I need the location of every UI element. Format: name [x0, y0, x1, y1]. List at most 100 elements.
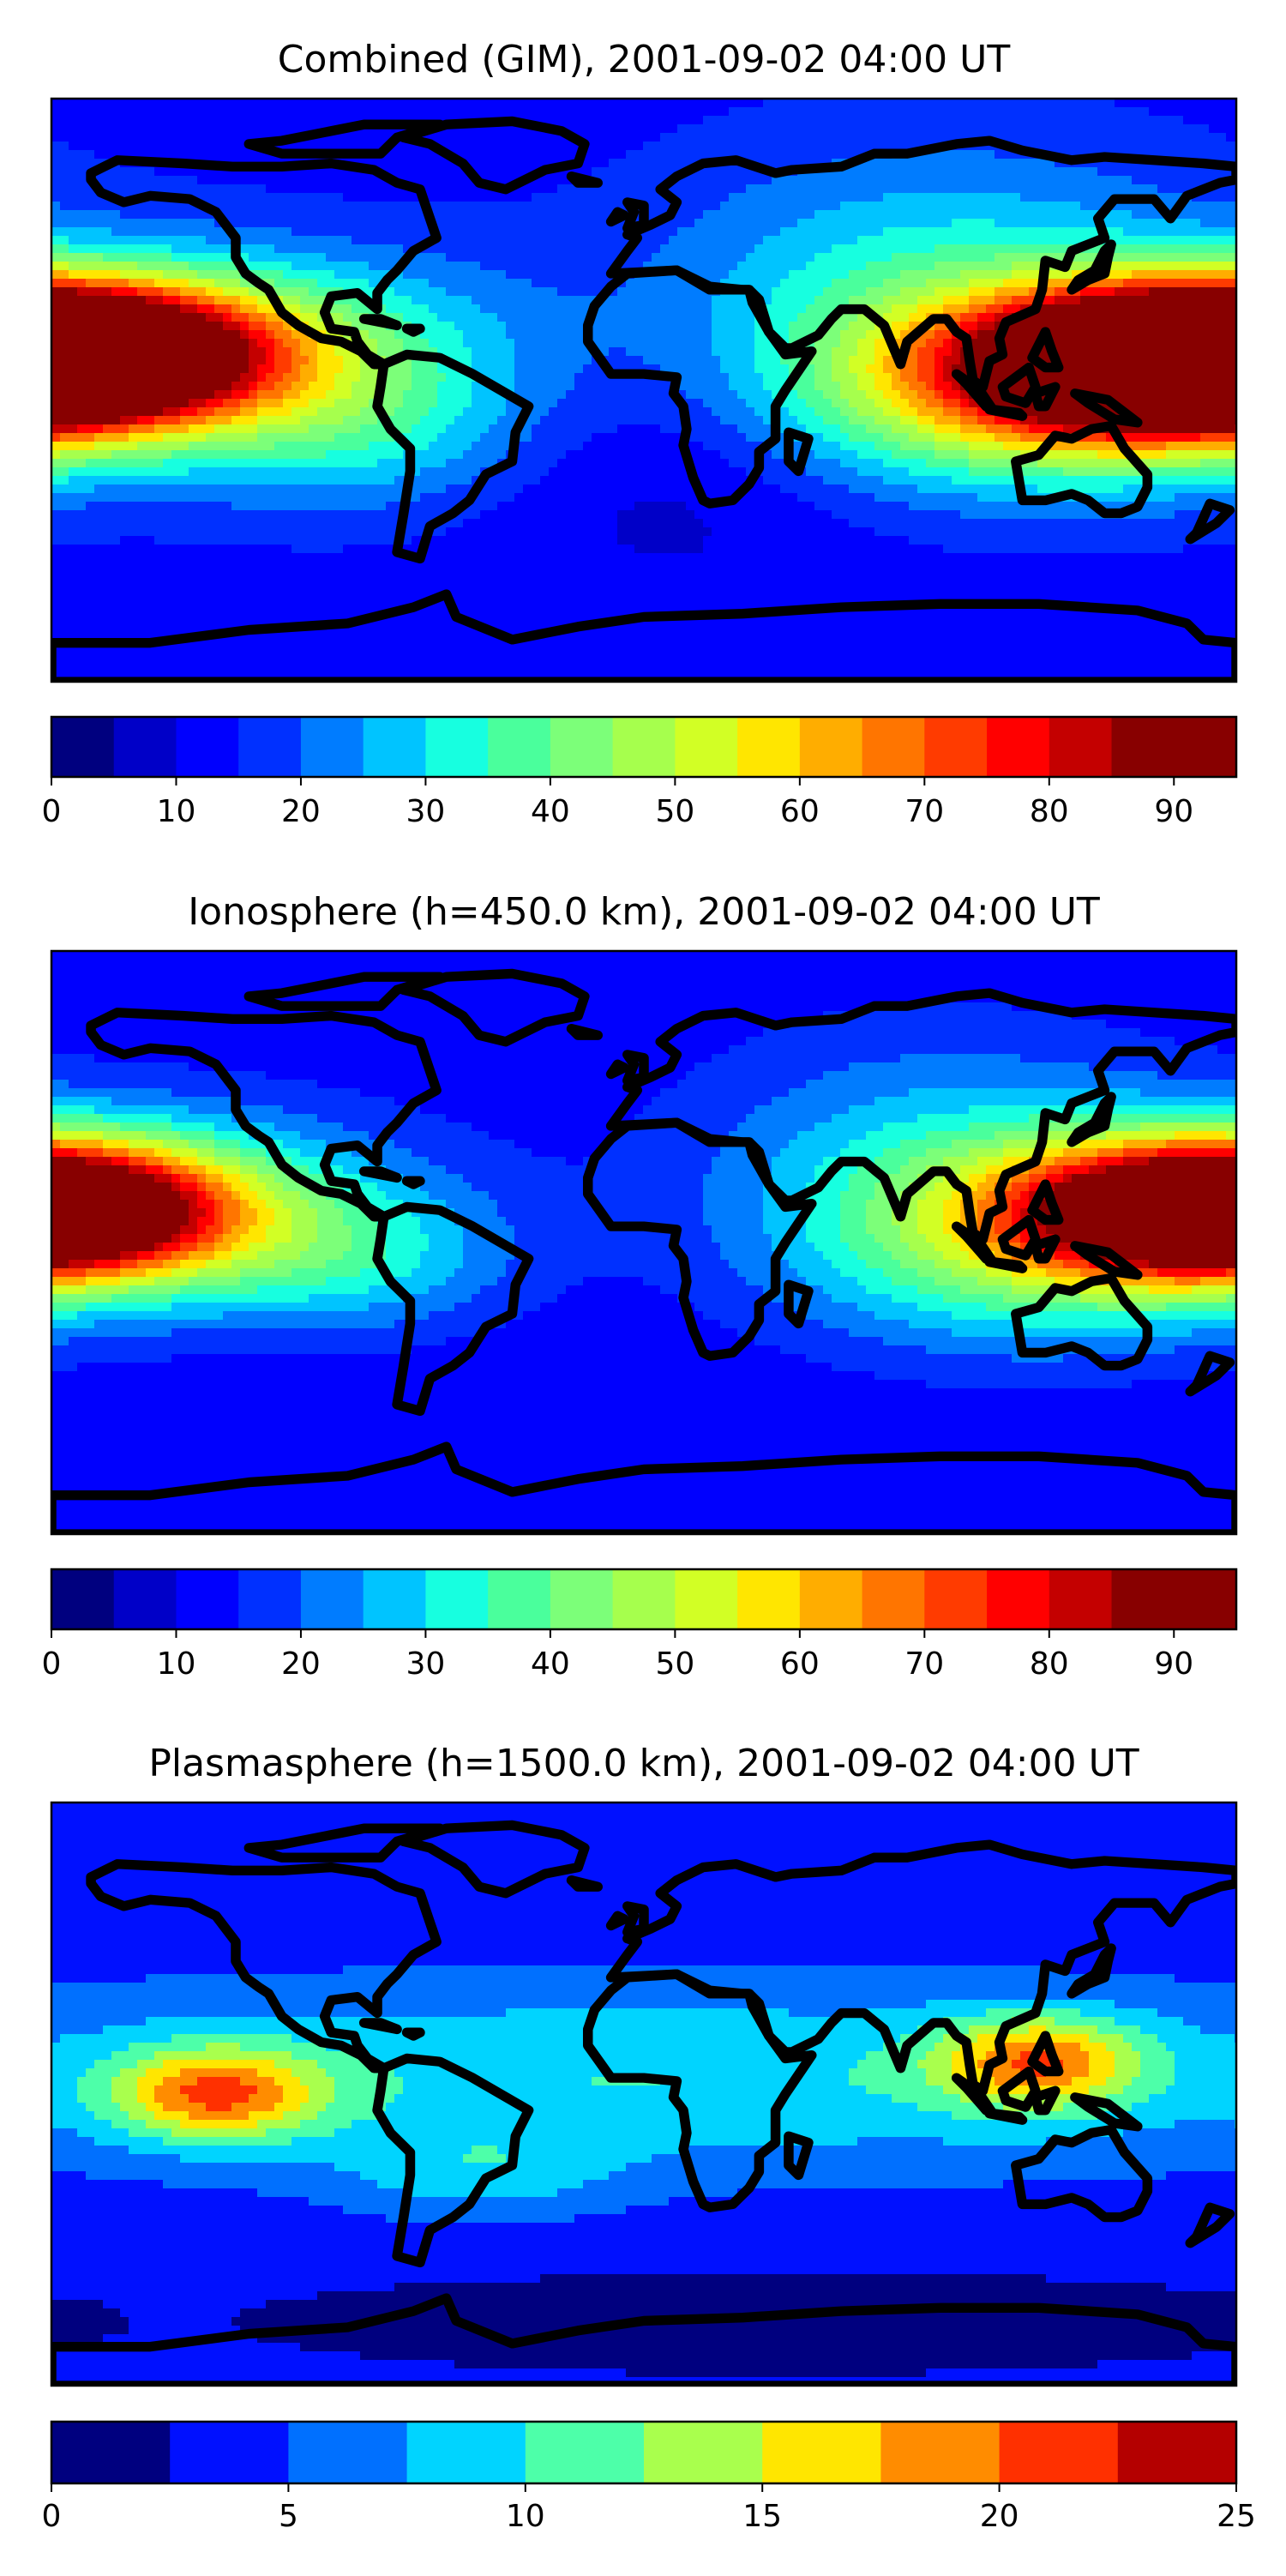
- contour-cell: [343, 244, 352, 254]
- contour-cell: [480, 159, 490, 168]
- contour-cell: [892, 304, 901, 314]
- contour-cell: [669, 133, 678, 142]
- contour-cell: [309, 167, 318, 177]
- contour-cell: [729, 99, 738, 108]
- contour-cell: [626, 304, 635, 314]
- contour-cell: [497, 210, 507, 220]
- contour-cell: [600, 304, 610, 314]
- contour-cell: [952, 270, 961, 280]
- contour-cell: [600, 373, 610, 382]
- contour-cell: [609, 202, 618, 211]
- contour-cell: [1226, 339, 1235, 348]
- contour-cell: [566, 304, 575, 314]
- contour-cell: [103, 99, 112, 108]
- contour-cell: [995, 227, 1004, 237]
- contour-cell: [557, 219, 567, 228]
- contour-cell: [797, 399, 807, 408]
- contour-cell: [214, 227, 224, 237]
- contour-cell: [686, 159, 695, 168]
- contour-cell: [1132, 270, 1141, 280]
- contour-cell: [652, 313, 661, 322]
- contour-cell: [120, 364, 129, 374]
- contour-cell: [926, 219, 935, 228]
- contour-cell: [523, 107, 532, 117]
- contour-cell: [352, 141, 361, 151]
- contour-cell: [497, 330, 507, 340]
- contour-cell: [557, 356, 567, 365]
- contour-cell: [806, 322, 815, 331]
- contour-cell: [832, 330, 841, 340]
- contour-cell: [832, 244, 841, 254]
- contour-cell: [1097, 322, 1107, 331]
- contour-cell: [1200, 287, 1210, 297]
- contour-cell: [729, 373, 738, 382]
- contour-cell: [283, 364, 292, 374]
- contour-cell: [231, 373, 241, 382]
- contour-cell: [231, 296, 241, 305]
- contour-cell: [429, 262, 438, 271]
- contour-cell: [137, 150, 147, 159]
- contour-cell: [514, 124, 524, 134]
- contour-cell: [326, 219, 335, 228]
- contour-cell: [849, 399, 858, 408]
- contour-cell: [1183, 382, 1193, 391]
- contour-cell: [909, 219, 918, 228]
- contour-cell: [171, 279, 181, 288]
- contour-cell: [180, 210, 189, 220]
- contour-cell: [866, 390, 875, 400]
- contour-cell: [814, 262, 824, 271]
- contour-cell: [995, 287, 1004, 297]
- contour-cell: [69, 150, 78, 159]
- contour-cell: [506, 322, 515, 331]
- contour-cell: [686, 364, 695, 374]
- contour-cell: [497, 279, 507, 288]
- contour-cell: [874, 279, 884, 288]
- contour-cell: [274, 202, 284, 211]
- contour-cell: [154, 296, 164, 305]
- contour-cell: [797, 262, 807, 271]
- contour-cell: [557, 210, 567, 220]
- contour-cell: [694, 287, 704, 297]
- contour-cell: [600, 313, 610, 322]
- contour-cell: [549, 390, 558, 400]
- contour-cell: [694, 133, 704, 142]
- contour-cell: [686, 262, 695, 271]
- contour-cell: [523, 193, 532, 202]
- contour-cell: [283, 253, 292, 262]
- contour-cell: [592, 124, 601, 134]
- contour-cell: [1166, 313, 1175, 322]
- contour-cell: [986, 124, 995, 134]
- contour-cell: [394, 184, 404, 194]
- contour-cell: [1055, 202, 1064, 211]
- contour-cell: [1140, 339, 1150, 348]
- contour-cell: [1226, 150, 1235, 159]
- contour-cell: [540, 339, 550, 348]
- contour-cell: [523, 390, 532, 400]
- contour-cell: [977, 236, 987, 245]
- contour-cell: [223, 124, 232, 134]
- contour-cell: [240, 236, 249, 245]
- contour-cell: [643, 287, 652, 297]
- contour-cell: [917, 167, 927, 177]
- contour-cell: [660, 236, 670, 245]
- contour-cell: [746, 236, 755, 245]
- contour-cell: [429, 279, 438, 288]
- contour-cell: [352, 116, 361, 125]
- contour-cell: [111, 287, 121, 297]
- contour-cell: [712, 210, 721, 220]
- contour-cell: [900, 227, 910, 237]
- contour-cell: [154, 210, 164, 220]
- contour-cell: [540, 287, 550, 297]
- contour-cell: [883, 262, 892, 271]
- contour-cell: [463, 304, 472, 314]
- contour-cell: [317, 219, 327, 228]
- contour-cell: [274, 390, 284, 400]
- contour-cell: [249, 347, 258, 357]
- contour-cell: [1097, 176, 1107, 185]
- contour-cell: [900, 304, 910, 314]
- contour-cell: [1029, 124, 1038, 134]
- contour-cell: [429, 364, 438, 374]
- contour-cell: [429, 390, 438, 400]
- contour-cell: [334, 184, 344, 194]
- contour-cell: [454, 167, 464, 177]
